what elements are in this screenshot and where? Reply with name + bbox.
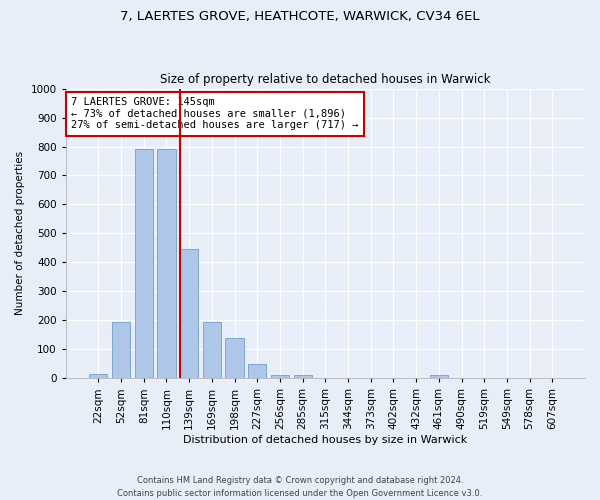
Bar xyxy=(180,250,198,378)
Text: 7, LAERTES GROVE, HEATHCOTE, WARWICK, CV34 6EL: 7, LAERTES GROVE, HEATHCOTE, WARWICK, CV… xyxy=(120,10,480,23)
Bar xyxy=(135,150,153,378)
Bar xyxy=(248,364,266,378)
Bar xyxy=(271,374,289,378)
Bar xyxy=(203,322,221,378)
Bar xyxy=(430,376,448,378)
X-axis label: Distribution of detached houses by size in Warwick: Distribution of detached houses by size … xyxy=(183,435,467,445)
Y-axis label: Number of detached properties: Number of detached properties xyxy=(15,152,25,316)
Bar xyxy=(89,374,107,378)
Bar xyxy=(157,150,176,378)
Title: Size of property relative to detached houses in Warwick: Size of property relative to detached ho… xyxy=(160,73,491,86)
Bar xyxy=(112,322,130,378)
Text: Contains HM Land Registry data © Crown copyright and database right 2024.
Contai: Contains HM Land Registry data © Crown c… xyxy=(118,476,482,498)
Bar xyxy=(226,338,244,378)
Bar xyxy=(293,376,312,378)
Text: 7 LAERTES GROVE: 145sqm
← 73% of detached houses are smaller (1,896)
27% of semi: 7 LAERTES GROVE: 145sqm ← 73% of detache… xyxy=(71,97,358,130)
